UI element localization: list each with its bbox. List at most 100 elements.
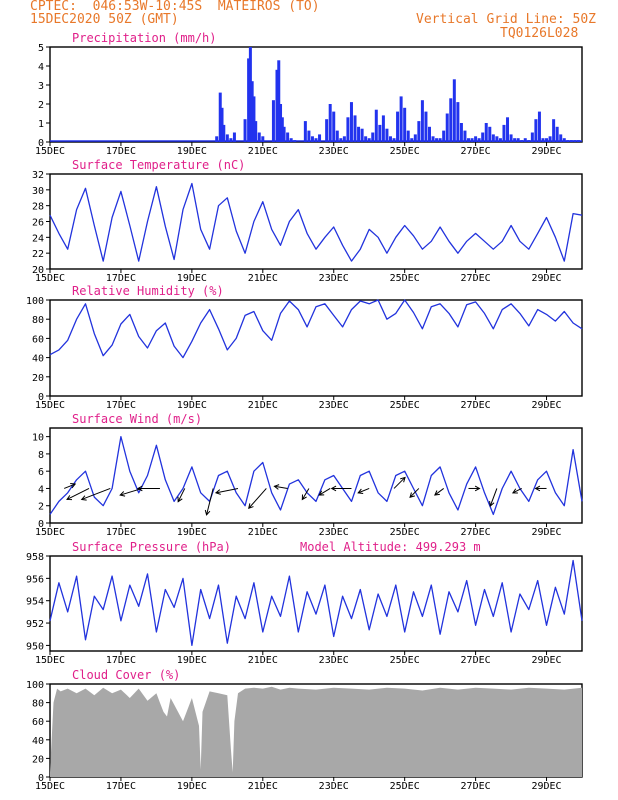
precip-bar	[243, 119, 247, 142]
plot-frame-temperature	[49, 173, 583, 270]
cloud-cover-area	[50, 686, 582, 777]
y-tick-label-wind: 6	[38, 467, 44, 478]
precip-bar	[282, 126, 286, 142]
x-tick-label-humidity: 17DEC	[106, 400, 136, 411]
wind-arrow-head	[273, 484, 280, 490]
x-tick-label-pressure: 29DEC	[531, 655, 561, 666]
wind-arrow	[64, 483, 76, 489]
y-tick-label-pressure: 958	[26, 552, 44, 563]
wind-arrow-head	[70, 482, 77, 489]
x-tick-label-precipitation: 29DEC	[531, 146, 561, 157]
wind-arrow-head	[489, 501, 495, 508]
y-tick-label-temperature: 32	[32, 170, 44, 181]
chart-title-wind: Surface Wind (m/s)	[72, 412, 202, 426]
x-tick-label-temperature: 21DEC	[248, 273, 278, 284]
precip-bar	[463, 130, 467, 142]
precip-bar	[374, 109, 378, 142]
wind-arrow-head	[119, 491, 126, 497]
wind-arrow	[120, 487, 143, 496]
precip-bar	[257, 132, 261, 142]
x-tick-label-wind: 21DEC	[248, 527, 278, 538]
precip-bar	[247, 58, 251, 142]
precip-bar	[252, 96, 256, 142]
x-tick-label-pressure: 27DEC	[461, 655, 491, 666]
temperature-series-line	[49, 182, 583, 262]
precip-bar	[452, 79, 456, 142]
precip-bar	[530, 132, 534, 142]
wind-arrow	[409, 488, 420, 498]
precip-bar	[222, 124, 226, 142]
precip-bar	[218, 92, 222, 142]
y-tick-label-cloud: 0	[38, 773, 44, 784]
precip-bar	[513, 138, 517, 142]
precip-bar	[335, 130, 339, 142]
run-date: 15DEC2020 50Z (GMT)	[30, 12, 179, 27]
plot-frame-humidity	[49, 299, 583, 397]
y-tick-label-humidity: 60	[32, 334, 44, 345]
precip-bar	[477, 138, 481, 142]
y-tick-label-pressure: 956	[26, 574, 44, 585]
precip-bar	[399, 96, 403, 142]
precip-bar	[495, 136, 499, 142]
x-tick-label-temperature: 17DEC	[106, 273, 136, 284]
precip-bar	[474, 136, 478, 142]
precip-bar	[427, 126, 431, 142]
precip-bar	[403, 107, 407, 142]
wind-arrow	[66, 488, 90, 500]
x-tick-label-wind: 23DEC	[319, 527, 349, 538]
x-tick-label-cloud: 15DEC	[35, 781, 65, 792]
wind-arrow-head	[66, 495, 73, 501]
x-tick-label-pressure: 19DEC	[177, 655, 207, 666]
y-tick-label-precipitation: 4	[38, 62, 44, 73]
x-tick-label-precipitation: 15DEC	[35, 146, 65, 157]
chart-title-temperature: Surface Temperature (nC)	[72, 158, 245, 172]
precip-bar	[445, 113, 449, 142]
precip-bar	[364, 136, 368, 142]
x-tick-label-temperature: 29DEC	[531, 273, 561, 284]
x-tick-label-humidity: 15DEC	[35, 400, 65, 411]
precip-bar	[481, 132, 485, 142]
y-tick-label-pressure: 950	[26, 641, 44, 652]
precip-bar	[516, 138, 520, 142]
wind-arrow	[358, 487, 370, 494]
x-tick-label-precipitation: 17DEC	[106, 146, 136, 157]
y-tick-label-wind: 2	[38, 502, 44, 513]
station-header: CPTEC: 046:53W-10:45S MATEIROS (TO)	[30, 0, 320, 14]
wind-arrow-head	[318, 490, 325, 496]
x-tick-label-wind: 19DEC	[177, 527, 207, 538]
precip-bar	[420, 100, 424, 142]
precip-bar	[342, 136, 346, 142]
precip-bar	[562, 138, 566, 142]
chart-title-precipitation: Precipitation (mm/h)	[72, 31, 217, 45]
precip-bar	[349, 102, 353, 142]
chart-title-humidity: Relative Humidity (%)	[72, 284, 224, 298]
x-tick-label-temperature: 23DEC	[319, 273, 349, 284]
wind-series-line	[49, 435, 583, 516]
pressure-series-line	[49, 559, 583, 647]
wind-arrow	[248, 488, 267, 509]
precip-bar	[548, 136, 552, 142]
model-code: TQ0126L028	[500, 26, 579, 41]
wind-arrow	[512, 488, 522, 494]
precip-bar	[552, 119, 556, 142]
precip-bar	[318, 134, 322, 142]
wind-arrow-head	[248, 503, 254, 510]
x-tick-label-humidity: 23DEC	[319, 400, 349, 411]
x-tick-label-precipitation: 21DEC	[248, 146, 278, 157]
chart-title-pressure: Surface Pressure (hPa)	[72, 540, 231, 554]
chart-annotation-pressure: Model Altitude: 499.293 m	[300, 540, 481, 554]
precip-bar	[371, 132, 375, 142]
precip-bar	[442, 130, 446, 142]
precip-bar	[385, 128, 389, 142]
precip-bar	[541, 138, 545, 142]
y-tick-label-precipitation: 1	[38, 119, 44, 130]
precip-bar	[254, 121, 258, 142]
precip-bar	[353, 115, 357, 142]
precip-bar	[275, 69, 279, 142]
wind-arrow-head	[474, 485, 481, 492]
x-tick-label-pressure: 17DEC	[106, 655, 136, 666]
x-tick-label-wind: 15DEC	[35, 527, 65, 538]
precip-bar	[417, 121, 421, 142]
plot-frame-precipitation	[49, 46, 583, 143]
